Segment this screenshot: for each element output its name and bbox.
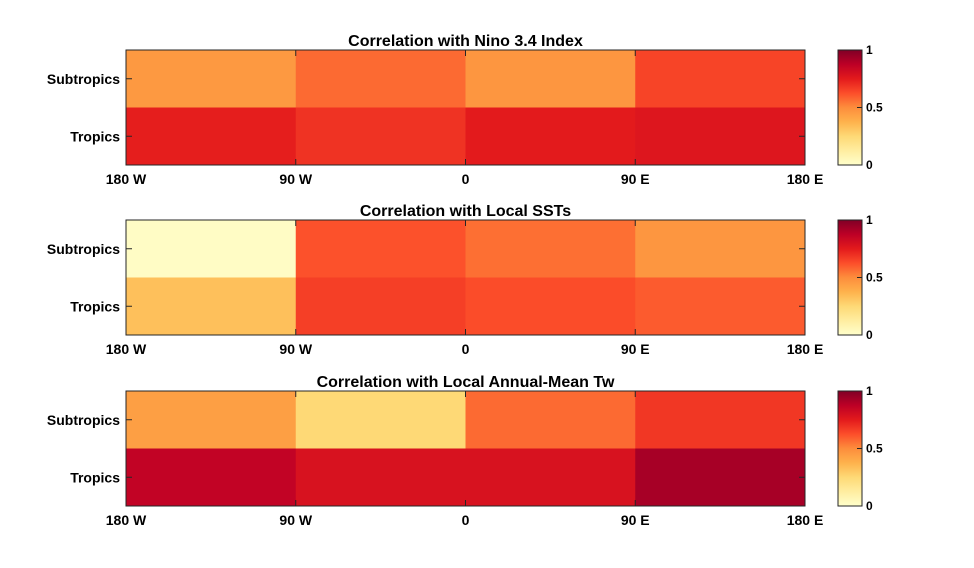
x-tick-label: 90 E bbox=[621, 341, 650, 357]
colorbar-tick-label: 1 bbox=[866, 384, 873, 398]
heatmap-cell bbox=[635, 448, 806, 507]
heatmap-cell bbox=[635, 50, 806, 108]
heatmap-cell bbox=[465, 277, 636, 336]
heatmap-cell bbox=[295, 50, 466, 108]
x-tick-label: 180 W bbox=[106, 171, 147, 187]
colorbar-tick-label: 0 bbox=[866, 328, 873, 342]
x-tick-label: 90 W bbox=[279, 171, 312, 187]
heatmap-cell bbox=[465, 50, 636, 108]
colorbar-tick-label: 0.5 bbox=[866, 101, 883, 115]
heatmap-cell bbox=[126, 50, 297, 108]
heatmap-cell bbox=[295, 391, 466, 449]
panel-title: Correlation with Local SSTs bbox=[360, 203, 571, 220]
y-tick-label: Subtropics bbox=[47, 412, 120, 428]
panel-title: Correlation with Nino 3.4 Index bbox=[348, 33, 583, 50]
x-tick-label: 0 bbox=[462, 171, 470, 187]
x-tick-label: 180 W bbox=[106, 341, 147, 357]
y-tick-label: Tropics bbox=[70, 469, 120, 485]
colorbar-tick-label: 1 bbox=[866, 43, 873, 57]
heatmap-cell bbox=[635, 107, 806, 166]
x-tick-label: 90 W bbox=[279, 341, 312, 357]
x-tick-label: 90 E bbox=[621, 171, 650, 187]
heatmap-cell bbox=[635, 391, 806, 449]
colorbar bbox=[837, 219, 863, 336]
heatmap-cell bbox=[465, 448, 636, 507]
x-tick-label: 180 E bbox=[787, 512, 824, 528]
y-tick-label: Tropics bbox=[70, 128, 120, 144]
x-tick-label: 180 E bbox=[787, 171, 824, 187]
heatmap-panel-1: Correlation with Nino 3.4 Index 180 W 90 W… bbox=[47, 33, 883, 187]
x-tick-label: 180 E bbox=[787, 341, 824, 357]
heatmap-cell bbox=[126, 107, 297, 166]
heatmap-cell bbox=[295, 220, 466, 278]
heatmap-cell bbox=[126, 220, 297, 278]
colorbar-tick-label: 0.5 bbox=[866, 442, 883, 456]
heatmap-cell bbox=[126, 448, 297, 507]
colorbar-tick-label: 0.5 bbox=[866, 271, 883, 285]
heatmap-cell bbox=[635, 220, 806, 278]
heatmap-cell bbox=[465, 220, 636, 278]
x-tick-label: 0 bbox=[462, 341, 470, 357]
heatmap-cell bbox=[635, 277, 806, 336]
x-tick-label: 90 W bbox=[279, 512, 312, 528]
x-tick-label: 180 W bbox=[106, 512, 147, 528]
heatmap-cell bbox=[465, 391, 636, 449]
heatmap-cell bbox=[126, 391, 297, 449]
heatmap-panel-2: Correlation with Local SSTs 180 W 90 W 0 90 … bbox=[47, 203, 883, 357]
colorbar-tick-label: 1 bbox=[866, 213, 873, 227]
heatmap-cell bbox=[295, 277, 466, 336]
x-tick-label: 90 E bbox=[621, 512, 650, 528]
heatmap-cell bbox=[465, 107, 636, 166]
heatmap-cell bbox=[295, 107, 466, 166]
colorbar-tick-label: 0 bbox=[866, 158, 873, 172]
y-tick-label: Tropics bbox=[70, 298, 120, 314]
colorbar-tick-label: 0 bbox=[866, 499, 873, 513]
y-tick-label: Subtropics bbox=[47, 241, 120, 257]
y-tick-label: Subtropics bbox=[47, 71, 120, 87]
x-tick-label: 0 bbox=[462, 512, 470, 528]
heatmap-cell bbox=[295, 448, 466, 507]
panel-title: Correlation with Local Annual-Mean Tw bbox=[317, 374, 615, 391]
heatmap-panel-3: Correlation with Local Annual-Mean Tw 180… bbox=[47, 374, 883, 528]
heatmap-cell bbox=[126, 277, 297, 336]
